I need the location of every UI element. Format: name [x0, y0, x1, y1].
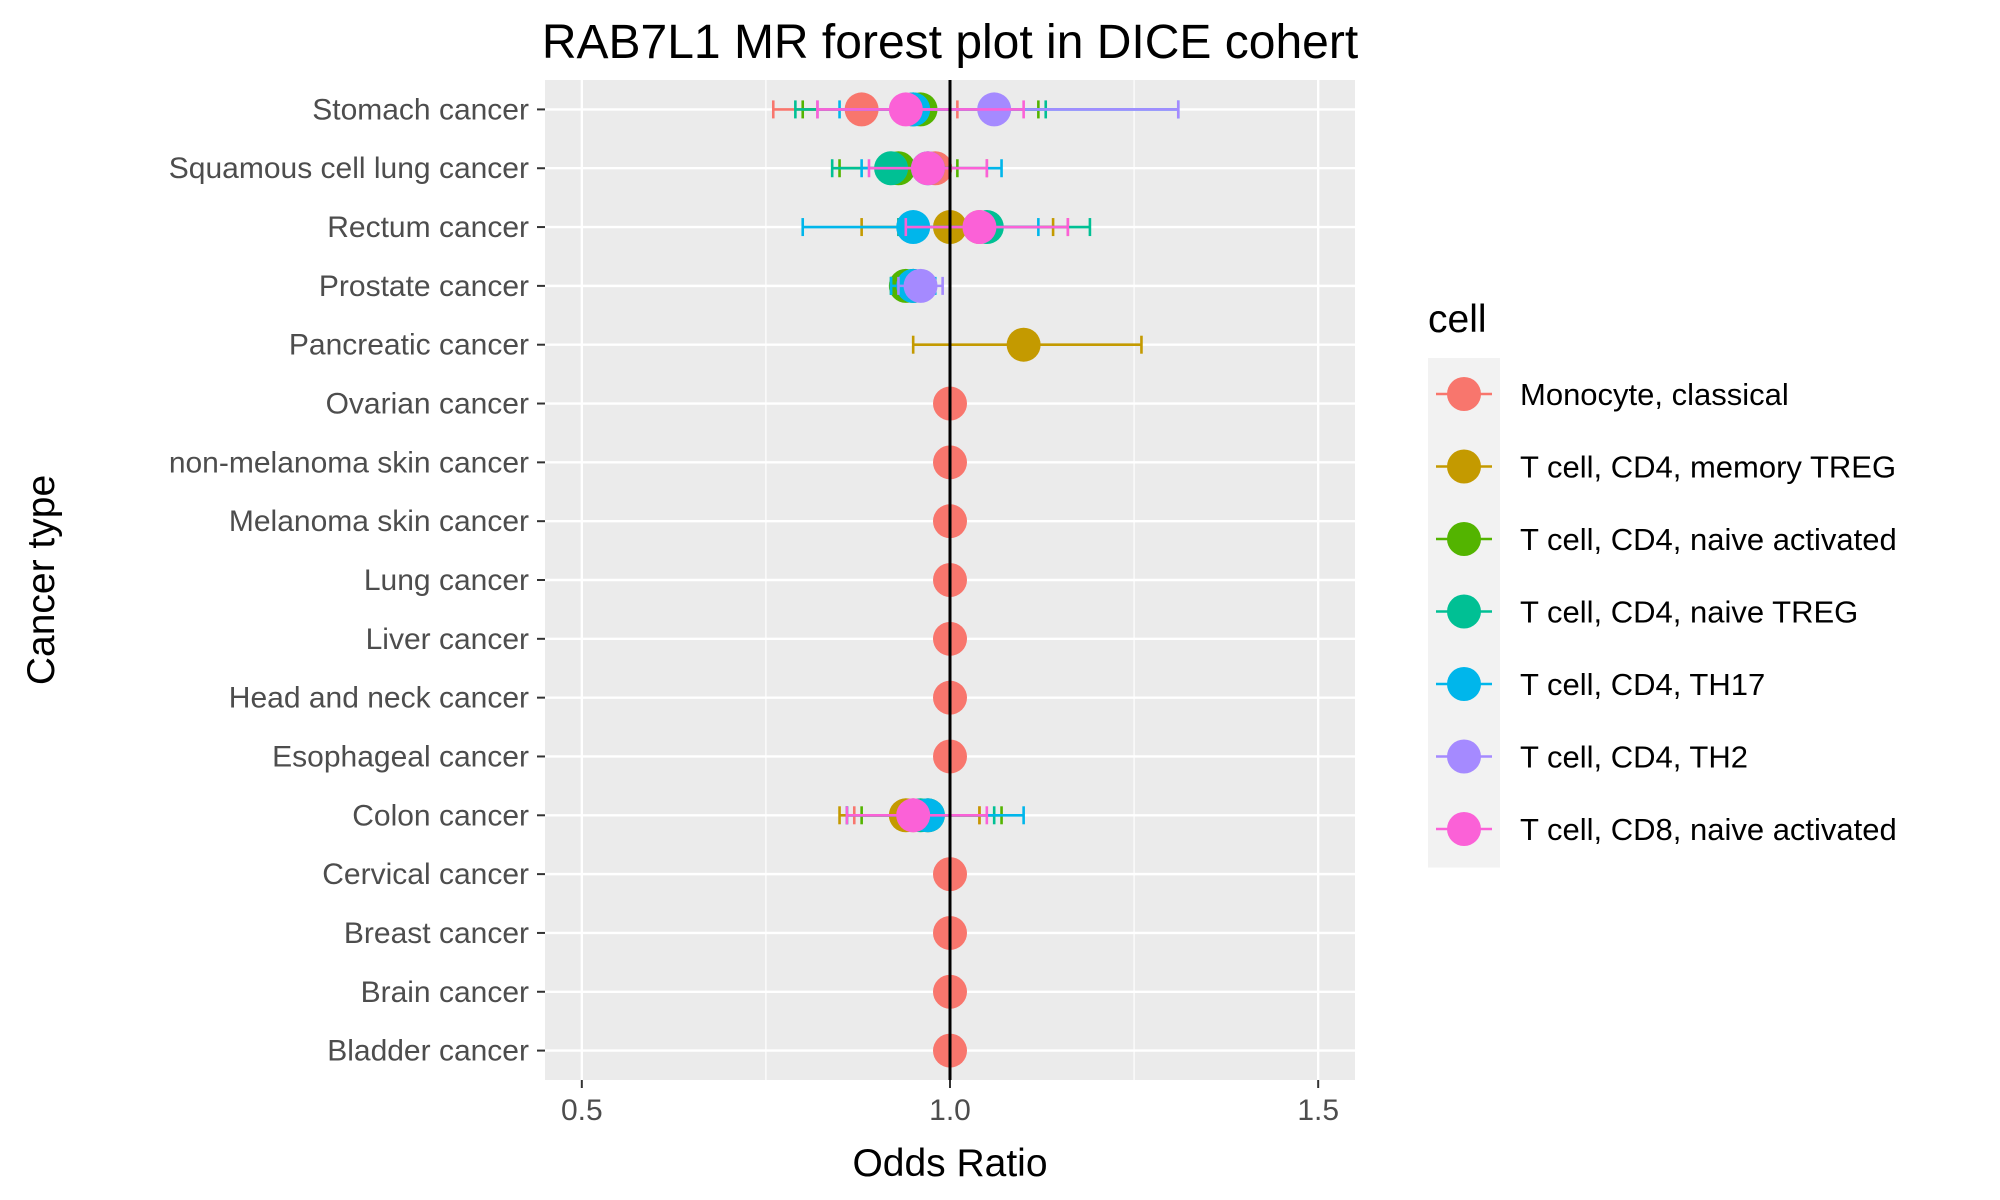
legend-key-marker [1447, 812, 1481, 846]
legend-key-marker [1447, 739, 1481, 774]
legend-label: T cell, CD4, TH2 [1520, 740, 1748, 775]
legend-key-marker [1447, 594, 1481, 629]
point-marker [888, 92, 923, 127]
y-tick-label: Bladder cancer [327, 1035, 529, 1068]
x-tick-label: 0.5 [561, 1094, 603, 1127]
x-axis-title: Odds Ratio [852, 1142, 1047, 1185]
y-tick-label: Brain cancer [361, 976, 529, 1009]
legend-item-t-cell-cd8-naive-activated: T cell, CD8, naive activated [1436, 812, 1897, 847]
legend-key-marker [1447, 377, 1481, 411]
legend-item-monocyte-classical: Monocyte, classical [1436, 377, 1789, 412]
y-tick-label: Pancreatic cancer [289, 329, 529, 362]
y-tick-label: Prostate cancer [319, 270, 529, 303]
y-tick-label: Squamous cell lung cancer [169, 152, 529, 185]
legend-item-t-cell-cd4-th17: T cell, CD4, TH17 [1436, 667, 1765, 702]
y-tick-label: non-melanoma skin cancer [169, 446, 529, 479]
chart-title: RAB7L1 MR forest plot in DICE cohert [542, 16, 1358, 69]
legend-label: Monocyte, classical [1520, 377, 1789, 412]
legend-key-marker [1447, 667, 1481, 701]
y-tick-label: Liver cancer [366, 623, 529, 656]
legend-item-t-cell-cd4-naive-activated: T cell, CD4, naive activated [1436, 522, 1897, 557]
legend-key-marker [1447, 449, 1481, 484]
data-point-group [904, 210, 1070, 245]
data-point-group [845, 798, 989, 833]
y-tick-label: Melanoma skin cancer [229, 505, 529, 538]
y-tick-label: Stomach cancer [312, 93, 529, 126]
y-tick-label: Esophageal cancer [272, 740, 529, 773]
point-marker [1006, 327, 1041, 362]
y-tick-label: Head and neck cancer [229, 682, 529, 715]
legend-label: T cell, CD4, memory TREG [1520, 450, 1896, 485]
series-t-cell-cd8-naive-activated [816, 92, 1070, 833]
legend-label: T cell, CD8, naive activated [1520, 812, 1897, 847]
point-marker [910, 151, 945, 186]
x-tick-label: 1.5 [1297, 1094, 1339, 1127]
legend-title: cell [1428, 298, 1487, 341]
y-tick-label: Breast cancer [344, 917, 529, 950]
legend-key-marker [1447, 522, 1481, 556]
axes: Bladder cancer Brain cancer Breast cancer C… [169, 93, 1339, 1127]
y-axis-title: Cancer type [20, 475, 63, 685]
legend-item-t-cell-cd4-memory-treg: T cell, CD4, memory TREG [1436, 449, 1896, 485]
y-tick-label: Ovarian cancer [326, 388, 529, 421]
point-marker [896, 798, 931, 833]
point-marker [903, 268, 938, 303]
legend: cell Monocyte, classical T cell, CD4, memo… [1428, 298, 1897, 868]
legend-label: T cell, CD4, TH17 [1520, 667, 1765, 702]
y-tick-label: Colon cancer [352, 799, 529, 832]
data-point-group [867, 151, 989, 186]
x-tick-label: 1.0 [929, 1094, 971, 1127]
data-point-group [816, 92, 1025, 127]
legend-label: T cell, CD4, naive activated [1520, 522, 1897, 557]
y-tick-label: Cervical cancer [322, 858, 529, 891]
point-marker [962, 210, 997, 245]
legend-label: T cell, CD4, naive TREG [1520, 595, 1858, 630]
y-tick-label: Lung cancer [364, 564, 529, 597]
legend-item-t-cell-cd4-naive-treg: T cell, CD4, naive TREG [1436, 594, 1858, 630]
data-point-group [897, 268, 944, 303]
y-tick-label: Rectum cancer [327, 211, 529, 244]
legend-item-t-cell-cd4-th2: T cell, CD4, TH2 [1436, 739, 1748, 775]
